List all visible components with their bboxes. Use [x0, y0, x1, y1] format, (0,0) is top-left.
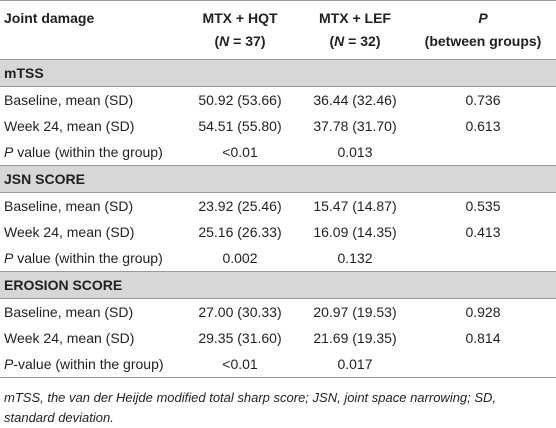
cell: 0.928 — [465, 304, 501, 320]
cell: 15.47 (14.87) — [313, 198, 397, 214]
row-label: P value (within the group) — [0, 139, 180, 166]
cell: 36.44 (32.46) — [313, 92, 397, 108]
section-row: mTSS — [0, 59, 556, 87]
label-text: P — [4, 250, 14, 266]
cell: <0.01 — [180, 351, 300, 378]
table-body: mTSS Baseline, mean (SD) 50.92 (53.66) 36.4… — [0, 59, 556, 378]
header-text: = 37) — [229, 33, 266, 49]
data-row: P value (within the group) <0.01 0.013 — [0, 139, 556, 166]
row-label: Week 24, mean (SD) — [0, 113, 180, 139]
row-label: Baseline, mean (SD) — [0, 87, 180, 114]
header-text: ( — [329, 33, 335, 49]
cell: 50.92 (53.66) — [198, 92, 282, 108]
cell: 54.51 (55.80) — [198, 118, 282, 134]
row-label: Baseline, mean (SD) — [0, 299, 180, 326]
cell: 0.017 — [300, 351, 410, 378]
cell — [410, 245, 556, 272]
section-title: JSN SCORE — [0, 165, 556, 193]
data-row: Baseline, mean (SD) 23.92 (25.46) 15.47 (1… — [0, 193, 556, 220]
cell — [410, 351, 556, 378]
cell: 20.97 (19.53) — [313, 304, 397, 320]
data-table: Joint damage MTX + HQT (N = 37) MTX + LEF (N… — [0, 0, 556, 378]
label-text: value (within the group) — [13, 144, 163, 160]
cell: 29.35 (31.60) — [198, 330, 282, 346]
data-row: Week 24, mean (SD) 54.51 (55.80) 37.78 (31… — [0, 113, 556, 139]
label-text: value (within the group) — [13, 250, 163, 266]
cell: 0.002 — [222, 250, 258, 266]
header-text: N — [219, 33, 230, 49]
header-text: N — [334, 33, 345, 49]
section-row: JSN SCORE — [0, 165, 556, 193]
header-row: Joint damage MTX + HQT (N = 37) MTX + LEF (N… — [0, 0, 556, 60]
label-text: P — [4, 144, 14, 160]
data-row: Week 24, mean (SD) 25.16 (26.33) 16.09 (14… — [0, 219, 556, 245]
cell: 25.16 (26.33) — [198, 224, 282, 240]
label-text: Baseline, mean (SD) — [4, 92, 134, 108]
header-text: MTX + HQT — [202, 10, 278, 26]
cell: 0.736 — [465, 92, 501, 108]
cell: 0.613 — [465, 118, 501, 134]
cell: 37.78 (31.70) — [313, 118, 397, 134]
row-label: Baseline, mean (SD) — [0, 193, 180, 220]
footnote: mTSS, the van der Heijde modified total … — [4, 390, 497, 425]
cell: 0.413 — [465, 224, 501, 240]
header-text: ( — [214, 33, 220, 49]
column-header: MTX + LEF (N = 32) — [300, 0, 410, 60]
section-title: mTSS — [0, 59, 556, 87]
data-row: P value (within the group) 0.002 0.132 — [0, 245, 556, 272]
cell: 0.132 — [337, 250, 373, 266]
cell — [410, 139, 556, 166]
data-row: Baseline, mean (SD) 50.92 (53.66) 36.44 (3… — [0, 87, 556, 114]
label-text: Week 24, mean (SD) — [4, 224, 135, 240]
header-text: = 32) — [344, 33, 381, 49]
column-header: P (between groups) — [410, 0, 556, 60]
cell: 0.535 — [465, 198, 501, 214]
data-row: P-value (within the group) <0.01 0.017 — [0, 351, 556, 378]
cell: 0.013 — [337, 144, 373, 160]
cell: 21.69 (19.35) — [313, 330, 397, 346]
header-text: MTX + LEF — [319, 10, 391, 26]
cell: 23.92 (25.46) — [198, 198, 282, 214]
data-row: Week 24, mean (SD) 29.35 (31.60) 21.69 (19… — [0, 325, 556, 351]
section-row: EROSION SCORE — [0, 271, 556, 299]
header-text: Joint damage — [4, 10, 95, 26]
row-label: Week 24, mean (SD) — [0, 219, 180, 245]
label-text: Week 24, mean (SD) — [4, 118, 135, 134]
column-header: MTX + HQT (N = 37) — [180, 0, 300, 60]
section-title: EROSION SCORE — [0, 271, 556, 299]
row-label: P value (within the group) — [0, 245, 180, 272]
label-text: P — [4, 356, 14, 372]
header-text: P — [478, 10, 488, 26]
header-text: (between groups) — [424, 33, 542, 49]
column-header: Joint damage — [0, 0, 180, 60]
label-text: Baseline, mean (SD) — [4, 198, 134, 214]
row-label: P-value (within the group) — [0, 351, 180, 378]
row-label: Week 24, mean (SD) — [0, 325, 180, 351]
cell: 0.814 — [465, 330, 501, 346]
label-text: -value (within the group) — [13, 356, 164, 372]
cell: 16.09 (14.35) — [313, 224, 397, 240]
data-row: Baseline, mean (SD) 27.00 (30.33) 20.97 (1… — [0, 299, 556, 326]
cell: <0.01 — [222, 144, 258, 160]
label-text: Week 24, mean (SD) — [4, 330, 135, 346]
cell: 27.00 (30.33) — [198, 304, 282, 320]
label-text: Baseline, mean (SD) — [4, 304, 134, 320]
